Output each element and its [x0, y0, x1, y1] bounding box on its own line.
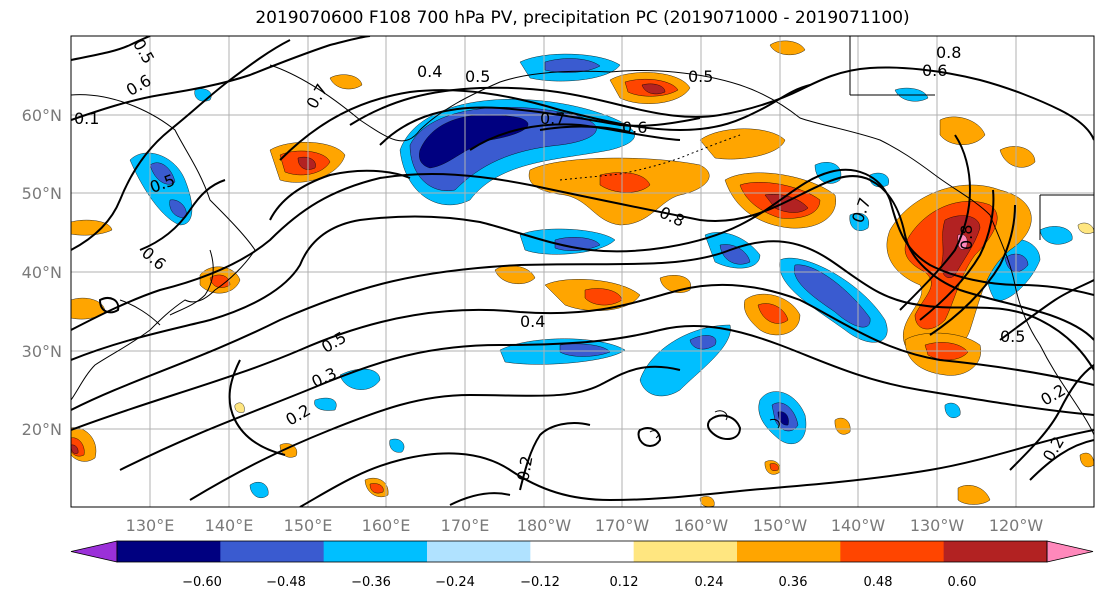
lon-label-160e: 160°E — [362, 516, 411, 535]
neg-anomaly-gulf-core — [719, 244, 751, 265]
pos-anomaly-yellow-edge — [234, 222, 1094, 413]
lon-label-150e: 150°E — [284, 516, 333, 535]
coast-alaska — [609, 70, 936, 176]
contour-label: 0.1 — [74, 109, 99, 128]
colorbar-segment — [117, 541, 221, 562]
lon-label-150w: 150°W — [753, 516, 808, 535]
colorbar-segment — [323, 541, 428, 562]
neg-anomaly-small-3 — [194, 87, 929, 102]
neg-anomaly-hawaii-max — [777, 411, 789, 426]
coastlines — [71, 36, 1094, 439]
lat-label-50n: 50°N — [22, 184, 62, 203]
pv-contours — [71, 36, 1094, 507]
longitude-labels: 130°E 140°E 150°E 160°E 170°E 180°W 170°… — [126, 516, 1044, 535]
coast-aleutians — [559, 134, 741, 181]
pos-anomaly-north-central-core — [599, 172, 651, 193]
contour-label: 0.6 — [922, 61, 947, 80]
colorbar — [70, 540, 1094, 563]
lat-label-20n: 20°N — [22, 420, 62, 439]
contour-label: 0.4 — [417, 62, 442, 81]
colorbar-frame — [116, 540, 1048, 563]
contour-label: 0.4 — [520, 312, 545, 331]
coast-north-america — [934, 174, 1094, 436]
lat-label-60n: 60°N — [22, 106, 62, 125]
colorbar-tick-labels: −0.60 −0.48 −0.36 −0.24 −0.12 0.12 0.24 … — [182, 575, 976, 590]
contour-label: 0.7 — [540, 109, 565, 128]
lon-label-130e: 130°E — [126, 516, 175, 535]
lon-label-170e: 170°E — [441, 516, 490, 535]
colorbar-segment — [220, 541, 325, 562]
colorbar-segment — [633, 541, 738, 562]
colorbar-label: −0.48 — [266, 575, 306, 590]
lon-label-170w: 170°W — [595, 516, 650, 535]
coast-canada-border — [849, 36, 1094, 240]
colorbar-label: 0.48 — [864, 575, 893, 590]
contour-label: 0.5 — [465, 67, 490, 86]
colorbar-label: −0.60 — [182, 575, 222, 590]
pos-anomaly-bering-east-max — [641, 83, 666, 95]
contour-label: 0.6 — [622, 118, 647, 137]
colorbar-label: 0.60 — [948, 575, 977, 590]
contour-label: 0.2 — [513, 454, 536, 482]
pos-anomaly-kamchatka-max — [297, 156, 316, 170]
colorbar-label: 0.12 — [610, 575, 639, 590]
pos-anomaly-sw-edge-max — [71, 444, 79, 454]
colorbar-label: −0.24 — [435, 575, 475, 590]
coast-kamchatka — [269, 64, 611, 142]
neg-anomaly-small-4 — [249, 402, 961, 498]
lon-label-160w: 160°W — [674, 516, 729, 535]
map-frame — [70, 35, 1095, 508]
colorbar-segment — [427, 541, 531, 562]
neg-anomaly-ne-pacific-core — [794, 264, 871, 328]
lon-label-120w: 120°W — [989, 516, 1044, 535]
lat-label-30n: 30°N — [22, 342, 62, 361]
contour-label: 0.8 — [936, 43, 961, 62]
latitude-labels: 60°N 50°N 40°N 30°N 20°N — [22, 106, 62, 439]
colorbar-over-arrow — [1046, 540, 1094, 563]
neg-anomaly-small-5 — [849, 212, 1073, 245]
colorbar-label: 0.24 — [695, 575, 724, 590]
colorbar-label: −0.36 — [351, 575, 391, 590]
lat-label-40n: 40°N — [22, 263, 62, 282]
colorbar-label: −0.12 — [520, 575, 560, 590]
contour-labels: 0.5 0.6 0.4 0.5 0.7 0.6 0.5 0.8 0.6 0.1 … — [74, 36, 1069, 483]
lon-label-180w: 180°W — [517, 516, 572, 535]
contour-label: 0.5 — [1000, 327, 1025, 346]
neg-anomaly-subtropic-1-core — [559, 343, 611, 357]
neg-anomaly-aleutian-max — [419, 114, 528, 169]
graticule — [71, 36, 1094, 507]
colorbar-segment — [840, 541, 945, 562]
coast-japan — [119, 249, 214, 326]
pos-anomaly-small-b-core — [769, 463, 779, 471]
pos-anomaly-canada — [939, 116, 1036, 168]
pos-anomaly-japan-core — [209, 274, 231, 288]
lon-label-140w: 140°W — [831, 516, 886, 535]
colorbar-label: 0.36 — [779, 575, 808, 590]
contour-label: 0.8 — [957, 225, 976, 250]
coast-asia — [71, 94, 256, 401]
lon-label-130w: 130°W — [910, 516, 965, 535]
neg-anomaly-mid-north-pacific-core — [554, 237, 601, 251]
contour-label: 0.5 — [688, 67, 713, 86]
pos-anomaly-bering-top — [329, 40, 806, 90]
pos-anomaly-alaska-coast — [699, 128, 786, 160]
pos-anomaly-small-a-core — [369, 483, 384, 494]
colorbar-segment — [737, 541, 841, 562]
colorbar-under-arrow — [70, 540, 118, 563]
neg-anomaly-subtropic-2-core — [689, 335, 717, 350]
colorbar-segment — [530, 541, 635, 562]
colorbar-segment — [943, 541, 1048, 562]
map-title: 2019070600 F108 700 hPa PV, precipitatio… — [255, 8, 910, 28]
lon-label-140e: 140°E — [205, 516, 254, 535]
